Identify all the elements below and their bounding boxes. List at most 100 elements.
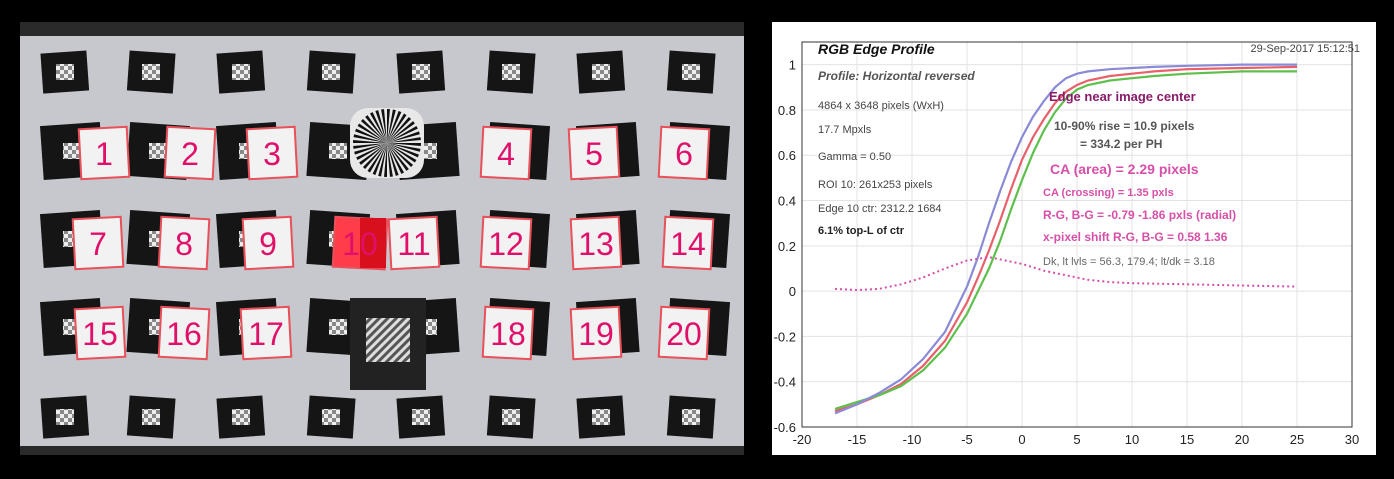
chart-target-square [216,50,266,94]
roi-number: 2 [181,136,199,172]
roi-label-6: 6 [657,125,711,181]
edge-profile-chart: -20 -15 -10 -5 0 5 10 15 20 25 30 -0.6 -0.4 -0.2 0 0.2 0… [772,22,1376,455]
roi-label-20: 20 [657,305,711,361]
chart-target-square [666,395,716,439]
info-mpxls: 17.7 Mpxls [818,124,872,136]
annot-per-ph: = 334.2 per PH [1080,137,1162,151]
roi-label-2: 2 [163,125,217,181]
roi-number: 18 [490,316,526,352]
roi-number: 1 [95,136,113,172]
roi-label-3: 3 [245,125,299,181]
chart-target-square [40,50,90,94]
roi-label-4: 4 [479,125,533,181]
roi-label-8: 8 [157,215,211,271]
info-gamma: Gamma = 0.50 [818,151,891,163]
roi-label-19: 19 [569,305,623,361]
photo-top-edge [20,22,744,36]
roi-number: 16 [166,316,202,352]
roi-label-17: 17 [239,305,293,361]
x-tick-label: -20 [793,432,812,447]
roi-number: 11 [397,226,430,262]
info-edge-center: Edge 10 ctr: 2312.2 1684 [818,203,942,215]
chart-target-square [576,395,626,439]
chart-target-square [306,50,356,94]
x-tick-label: 20 [1235,432,1249,447]
roi-label-16: 16 [157,305,211,361]
chart-target-square [306,395,356,439]
info-position: 6.1% top-L of ctr [818,225,905,237]
y-tick-label: 0.4 [778,194,796,209]
roi-label-7: 7 [71,215,125,271]
roi-label-13: 13 [569,215,623,271]
plot-frame [801,41,1353,428]
roi-label-5: 5 [567,125,621,181]
siemens-star [350,108,424,178]
roi-number: 6 [675,136,693,172]
x-tick-label: 25 [1290,432,1304,447]
annot-ca-crossing: CA (crossing) = 1.35 pxls [1043,187,1174,199]
roi-label-1: 1 [77,125,131,181]
roi-label-11: 11 [387,215,441,271]
roi-number: 8 [175,226,193,262]
chart-title: RGB Edge Profile [818,41,935,57]
roi-number: 19 [578,316,614,352]
series-line-b [834,63,1297,415]
y-tick-label: -0.4 [774,375,796,390]
chart-subtitle: Profile: Horizontal reversed [818,69,975,83]
chart-target-square [126,395,176,439]
chart-timestamp: 29-Sep-2017 15:12:51 [1251,43,1360,55]
x-tick-label: 0 [1018,432,1025,447]
roi-number: 14 [670,226,706,262]
y-tick-label: 0.2 [778,239,796,254]
chart-target-square [126,50,176,94]
info-roi: ROI 10: 261x253 pixels [818,179,933,191]
annot-rise: 10-90% rise = 10.9 pixels [1054,119,1195,133]
info-dimensions: 4864 x 3648 pixels (WxH) [818,100,944,112]
roi-label-14: 14 [661,215,715,271]
roi-number: 12 [488,226,524,262]
roi-number: 13 [578,226,614,262]
chart-target-square [486,50,536,94]
y-tick-label: -0.2 [774,329,796,344]
chart-target-square [666,50,716,94]
y-tick-label: 0.6 [778,148,796,163]
annot-levels: Dk, lt lvls = 56.3, 179.4; lt/dk = 3.18 [1043,256,1215,268]
series-line-g [834,70,1297,410]
roi-number: 20 [666,316,702,352]
x-tick-label: 10 [1125,432,1139,447]
chart-target-square [396,50,446,94]
chart-target-square [396,395,446,439]
roi-label-15: 15 [73,305,127,361]
roi-number: 7 [89,226,107,262]
y-tick-label: 0.8 [778,103,796,118]
chart-target-square [216,395,266,439]
chart-target-square [40,395,90,439]
y-tick-label: 1 [789,58,796,73]
roi-label-9: 9 [241,215,295,271]
roi-label-12: 12 [479,215,533,271]
x-tick-label: -10 [903,432,922,447]
roi-number: 10 [342,226,378,262]
annot-rg-bg: R-G, B-G = -0.79 -1.86 pxls (radial) [1043,208,1236,222]
x-tick-label: 30 [1345,432,1359,447]
x-tick-label: 15 [1180,432,1194,447]
roi-number: 15 [82,316,118,352]
x-tick-label: -15 [848,432,867,447]
chart-target-square [486,395,536,439]
annot-xshift: x-pixel shift R-G, B-G = 0.58 1.36 [1043,230,1228,244]
test-chart-photo: 1 2 3 4 5 6 7 8 9 10 11 12 13 14 15 16 17 18 19 20 [20,22,744,455]
y-tick-label: -0.6 [774,420,796,435]
x-tick-label: -5 [961,432,973,447]
x-tick-label: 5 [1073,432,1080,447]
series-line-r [834,65,1298,413]
roi-label-10: 10 [331,215,389,271]
y-tick-label: 0 [789,284,796,299]
annot-ca-area: CA (area) = 2.29 pixels [1050,161,1199,177]
chart-target-square [576,50,626,94]
roi-number: 4 [497,136,515,172]
chart-svg: -20 -15 -10 -5 0 5 10 15 20 25 30 -0.6 -0.4 -0.2 0 0.2 0… [774,41,1360,447]
roi-label-18: 18 [481,305,535,361]
series-line-ca [834,256,1298,292]
center-block-pattern [350,298,426,390]
